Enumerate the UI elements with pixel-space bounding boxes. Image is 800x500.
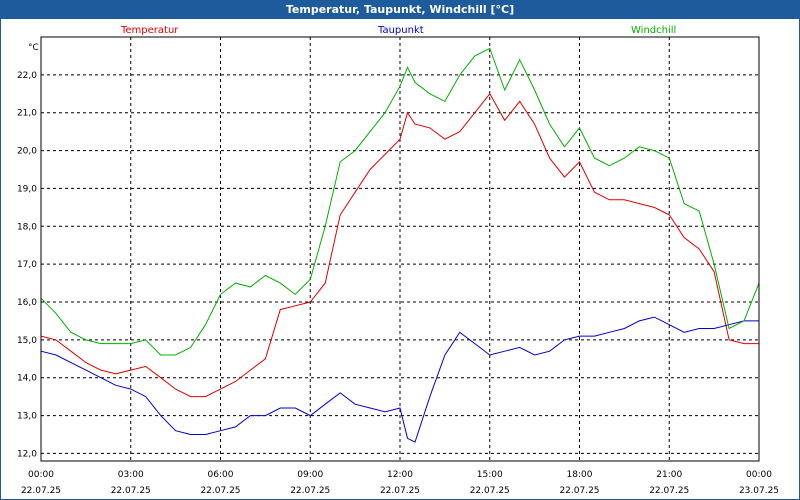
series-lines [40, 47, 760, 443]
y-tick-label: 21,0 [17, 109, 37, 119]
x-tick-date: 22.07.25 [21, 486, 61, 496]
legend-taupunkt: Taupunkt [378, 25, 424, 36]
x-tick-time: 18:00 [567, 470, 593, 480]
y-tick-label: 22,0 [17, 71, 37, 81]
grid [41, 37, 759, 461]
x-tick-date: 22.07.25 [111, 486, 151, 496]
x-tick-date: 22.07.25 [380, 486, 420, 496]
series-line-taupunkt [40, 316, 759, 443]
x-tick-time: 00:00 [28, 470, 54, 480]
x-tick-date: 23.07.25 [739, 486, 779, 496]
y-tick-label: 13,0 [17, 412, 37, 422]
plot-frame [40, 36, 760, 462]
y-tick-label: 12,0 [17, 449, 37, 459]
series-line-windchill [40, 47, 760, 356]
series-line-temperatur [40, 92, 759, 398]
y-tick-label: 20,0 [17, 147, 37, 157]
y-axis-unit: °C [28, 43, 39, 53]
x-axis-ticks: 00:00 22.07.25 03:00 22.07.25 06:00 22.07.25 0… [21, 470, 779, 496]
x-tick-date: 22.07.25 [559, 486, 599, 496]
x-tick-date: 22.07.25 [290, 486, 330, 496]
x-tick-time: 03:00 [118, 470, 144, 480]
chart-title: Temperatur, Taupunkt, Windchill [°C] [1, 1, 799, 19]
y-tick-label: 19,0 [17, 184, 37, 194]
y-tick-label: 15,0 [17, 336, 37, 346]
x-tick-date: 22.07.25 [200, 486, 240, 496]
x-tick-date: 22.07.25 [649, 486, 689, 496]
y-tick-label: 14,0 [17, 374, 37, 384]
y-tick-label: 17,0 [17, 260, 37, 270]
x-tick-date: 22.07.25 [470, 486, 510, 496]
legend-windchill: Windchill [631, 25, 677, 36]
x-tick-time: 09:00 [297, 470, 323, 480]
x-tick-time: 21:00 [656, 470, 682, 480]
y-tick-label: 18,0 [17, 222, 37, 232]
y-axis-ticks: 12,0 13,0 14,0 15,0 16,0 17,0 18,0 19,0 20,0 21,0… [17, 71, 37, 460]
x-tick-time: 12:00 [387, 470, 413, 480]
y-tick-label: 16,0 [17, 298, 37, 308]
x-tick-time: 15:00 [477, 470, 503, 480]
x-tick-time: 06:00 [208, 470, 234, 480]
legend-temperatur: Temperatur [121, 25, 179, 36]
x-tick-time: 00:00 [746, 470, 772, 480]
